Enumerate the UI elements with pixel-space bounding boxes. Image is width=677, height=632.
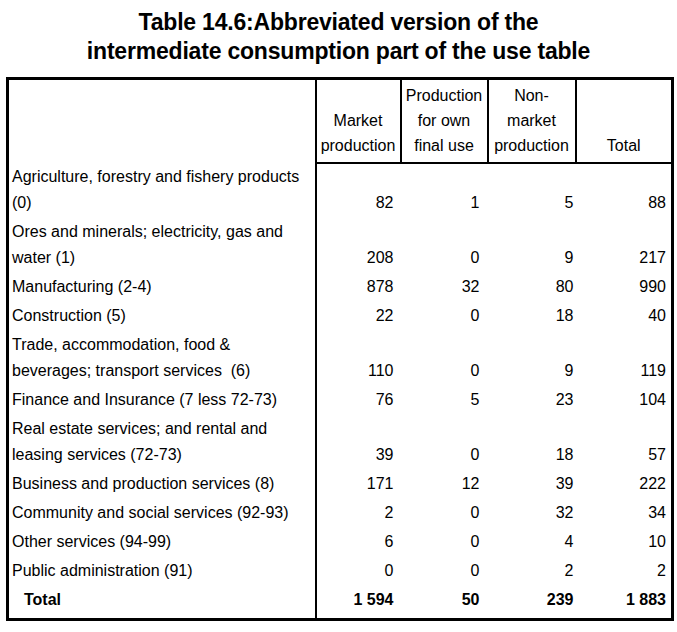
cell-value: 110 [316, 331, 401, 386]
table-row: Other services (94-99) 6 0 4 10 [8, 528, 673, 557]
row-label: Real estate services; and rental and lea… [8, 415, 316, 470]
cell-value: 34 [576, 499, 673, 528]
row-label: Finance and Insurance (7 less 72-73) [8, 386, 316, 415]
cell-value: 0 [401, 499, 488, 528]
table-title-line1: Table 14.6:Abbreviated version of the [0, 8, 677, 37]
cell-value: 39 [316, 415, 401, 470]
table-row: Community and social services (92-93) 2 … [8, 499, 673, 528]
table-row: Construction (5) 22 0 18 40 [8, 302, 673, 331]
table-row: Trade, accommodation, food & beverages; … [8, 331, 673, 386]
header-row: Market production Production for own fin… [8, 79, 673, 164]
cell-value: 22 [316, 302, 401, 331]
cell-value: 32 [488, 499, 576, 528]
table-title-line2: intermediate consumption part of the use… [0, 37, 677, 66]
column-header-non-market-production: Non- market production [488, 79, 576, 164]
column-header-total: Total [576, 79, 673, 164]
intermediate-consumption-table: Market production Production for own fin… [6, 77, 674, 621]
table-row: Agriculture, forestry and fishery produc… [8, 163, 673, 218]
table-row: Manufacturing (2-4) 878 32 80 990 [8, 273, 673, 302]
cell-value: 18 [488, 415, 576, 470]
cell-value: 990 [576, 273, 673, 302]
row-label: Other services (94-99) [8, 528, 316, 557]
cell-value: 12 [401, 470, 488, 499]
row-label: Manufacturing (2-4) [8, 273, 316, 302]
cell-value: 0 [401, 528, 488, 557]
total-cell-value: 239 [488, 586, 576, 620]
row-label: Construction (5) [8, 302, 316, 331]
cell-value: 119 [576, 331, 673, 386]
table-row: Business and production services (8) 171… [8, 470, 673, 499]
cell-value: 9 [488, 331, 576, 386]
cell-value: 80 [488, 273, 576, 302]
cell-value: 222 [576, 470, 673, 499]
total-cell-value: 1 883 [576, 586, 673, 620]
column-header-production-own-final-use: Production for own final use [401, 79, 488, 164]
table-row: Finance and Insurance (7 less 72-73) 76 … [8, 386, 673, 415]
table-row: Ores and minerals; electricity, gas and … [8, 218, 673, 273]
cell-value: 0 [401, 218, 488, 273]
row-label: Trade, accommodation, food & beverages; … [8, 331, 316, 386]
cell-value: 217 [576, 218, 673, 273]
table-title: Table 14.6:Abbreviated version of the in… [0, 0, 677, 66]
cell-value: 878 [316, 273, 401, 302]
cell-value: 5 [401, 386, 488, 415]
cell-value: 2 [576, 557, 673, 586]
cell-value: 0 [316, 557, 401, 586]
cell-value: 4 [488, 528, 576, 557]
row-label: Community and social services (92-93) [8, 499, 316, 528]
cell-value: 0 [401, 331, 488, 386]
cell-value: 208 [316, 218, 401, 273]
total-row: Total 1 594 50 239 1 883 [8, 586, 673, 620]
total-row-label: Total [8, 586, 316, 620]
column-header-market-production: Market production [316, 79, 401, 164]
cell-value: 0 [401, 415, 488, 470]
cell-value: 9 [488, 218, 576, 273]
cell-value: 82 [316, 163, 401, 218]
row-label: Business and production services (8) [8, 470, 316, 499]
page: Table 14.6:Abbreviated version of the in… [0, 0, 677, 632]
cell-value: 6 [316, 528, 401, 557]
table-body: Agriculture, forestry and fishery produc… [8, 163, 673, 620]
cell-value: 40 [576, 302, 673, 331]
cell-value: 10 [576, 528, 673, 557]
table-row: Public administration (91) 0 0 2 2 [8, 557, 673, 586]
cell-value: 2 [488, 557, 576, 586]
cell-value: 104 [576, 386, 673, 415]
table-row: Real estate services; and rental and lea… [8, 415, 673, 470]
cell-value: 32 [401, 273, 488, 302]
cell-value: 39 [488, 470, 576, 499]
cell-value: 1 [401, 163, 488, 218]
cell-value: 88 [576, 163, 673, 218]
row-label: Agriculture, forestry and fishery produc… [8, 163, 316, 218]
total-cell-value: 1 594 [316, 586, 401, 620]
cell-value: 23 [488, 386, 576, 415]
corner-cell [8, 79, 316, 164]
cell-value: 5 [488, 163, 576, 218]
cell-value: 171 [316, 470, 401, 499]
row-label: Ores and minerals; electricity, gas and … [8, 218, 316, 273]
cell-value: 2 [316, 499, 401, 528]
cell-value: 0 [401, 302, 488, 331]
cell-value: 18 [488, 302, 576, 331]
cell-value: 0 [401, 557, 488, 586]
cell-value: 57 [576, 415, 673, 470]
table-header: Market production Production for own fin… [8, 79, 673, 164]
total-cell-value: 50 [401, 586, 488, 620]
row-label: Public administration (91) [8, 557, 316, 586]
cell-value: 76 [316, 386, 401, 415]
